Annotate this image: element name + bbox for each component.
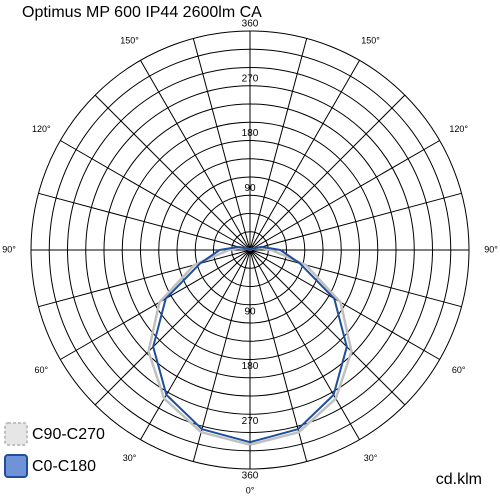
angle-tick-label: 150°: [361, 36, 380, 46]
labels: 90 90 180 180 270 270 360 360 0° 30° 30° 60° 60° 90° 9…: [2, 19, 498, 496]
grid-spoke: [60, 249, 251, 360]
grid-spoke: [94, 94, 251, 251]
angle-tick-label: 120°: [449, 124, 468, 134]
r-tick-label: 270: [242, 73, 259, 84]
r-tick-label: 270: [242, 416, 259, 427]
legend-swatch: [4, 454, 28, 478]
series-curve: [152, 245, 251, 444]
r-tick-label: 360: [242, 471, 259, 482]
angle-tick-label: 90°: [484, 244, 498, 254]
r-tick-label: 180: [242, 361, 259, 372]
grid-spoke: [249, 249, 462, 308]
plot-area: [147, 245, 353, 446]
grid-spoke: [249, 249, 406, 406]
r-tick-label: 90: [244, 306, 256, 317]
grid-spoke: [249, 38, 308, 251]
unit-label: cd.klm: [436, 471, 482, 488]
grid-spoke: [140, 249, 251, 440]
grid-spoke: [249, 60, 360, 251]
grid-spoke: [94, 249, 251, 406]
angle-tick-label: 0°: [246, 485, 255, 495]
angle-tick-label: 30°: [123, 453, 137, 463]
r-tick-label: 180: [242, 128, 259, 139]
legend-label: C0-C180: [32, 458, 96, 475]
grid-spoke: [249, 249, 360, 440]
angle-tick-label: 60°: [452, 365, 466, 375]
grid-spoke: [192, 249, 251, 462]
grid-spoke: [249, 192, 462, 251]
grid-spoke: [249, 249, 308, 462]
grid-spoke: [249, 94, 406, 251]
angle-tick-label: 60°: [34, 365, 48, 375]
grid-spoke: [38, 249, 251, 308]
chart-title: Optimus MP 600 IP44 2600lm CA: [22, 4, 262, 21]
grid-spoke: [38, 192, 251, 251]
r-tick-label: 90: [244, 183, 256, 194]
legend-swatch: [4, 422, 28, 446]
angle-tick-label: 120°: [32, 124, 51, 134]
r-tick-label: 360: [242, 19, 259, 30]
angle-tick-label: 90°: [2, 244, 16, 254]
grid-spoke: [60, 140, 251, 251]
legend: C90-C270 C0-C180: [4, 422, 105, 478]
grid-spoke: [192, 38, 251, 251]
angle-tick-label: 150°: [120, 36, 139, 46]
grid: [30, 30, 470, 470]
angle-tick-label: 30°: [364, 453, 378, 463]
grid-spoke: [140, 60, 251, 251]
grid-spoke: [249, 249, 440, 360]
grid-spoke: [249, 140, 440, 251]
series-curve: [249, 245, 348, 444]
legend-label: C90-C270: [32, 426, 105, 443]
